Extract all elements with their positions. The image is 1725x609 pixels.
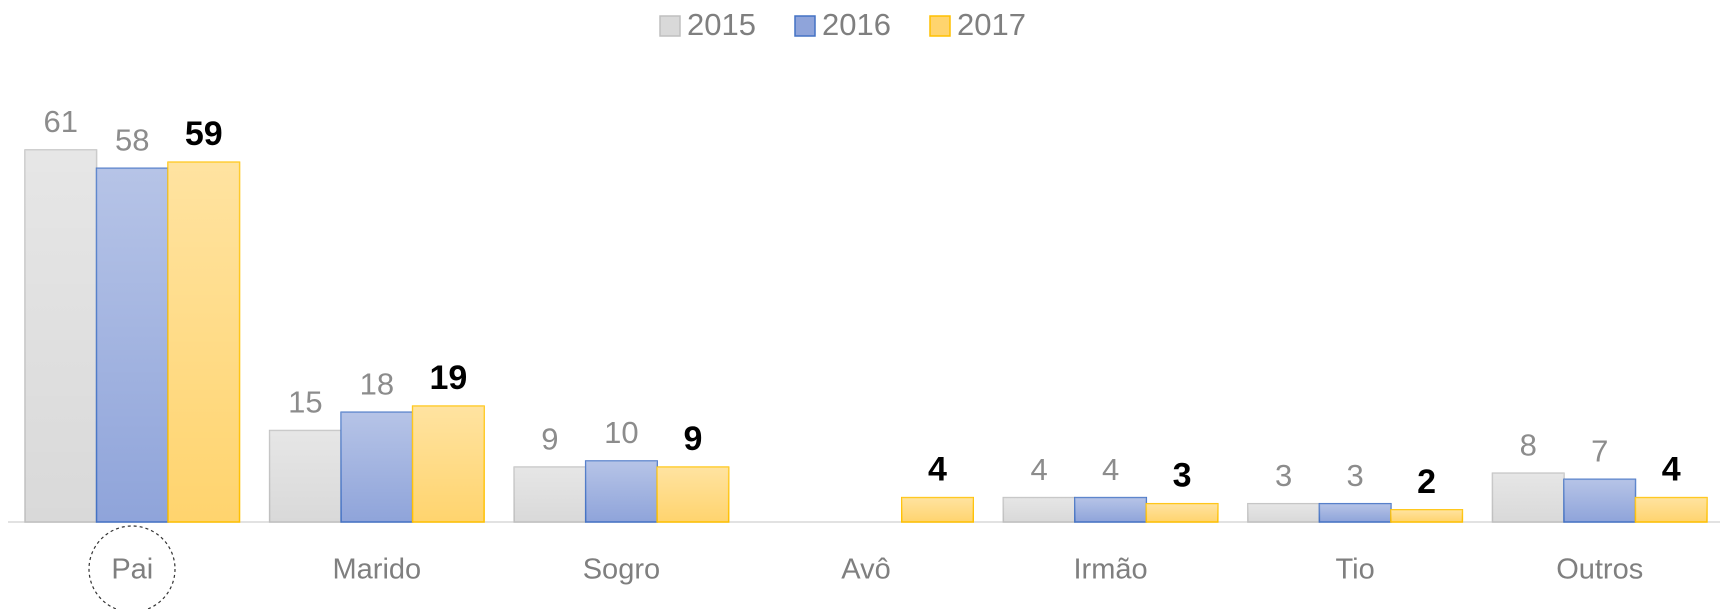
legend-swatch bbox=[659, 15, 681, 37]
bar-shine bbox=[1492, 473, 1564, 522]
bar-shine bbox=[901, 497, 974, 522]
data-label: 9 bbox=[683, 420, 702, 458]
legend-swatch bbox=[794, 15, 816, 37]
data-label: 4 bbox=[928, 451, 947, 489]
bar-shine bbox=[585, 461, 658, 522]
legend-label: 2016 bbox=[822, 7, 891, 42]
data-label: 10 bbox=[604, 415, 638, 450]
bar-shine bbox=[269, 430, 342, 522]
bar-shine bbox=[1635, 497, 1707, 522]
bar-shine bbox=[1563, 479, 1636, 522]
x-tick-label: Outros bbox=[1556, 554, 1643, 586]
bar-shine bbox=[96, 168, 169, 522]
legend-swatch bbox=[929, 15, 951, 37]
x-tick-label: Irmão bbox=[1074, 554, 1148, 586]
x-tick-label: Tio bbox=[1336, 554, 1375, 586]
bar-shine bbox=[1003, 497, 1075, 522]
data-label: 18 bbox=[360, 366, 394, 401]
data-label: 59 bbox=[185, 115, 223, 153]
bar-shine bbox=[514, 467, 586, 522]
bar-shine bbox=[1390, 509, 1463, 522]
bar-shine bbox=[341, 412, 413, 522]
data-label: 61 bbox=[44, 104, 78, 139]
data-label: 9 bbox=[541, 421, 558, 456]
data-label: 19 bbox=[429, 359, 467, 397]
legend-label: 2015 bbox=[687, 7, 756, 42]
data-label: 4 bbox=[1102, 452, 1119, 487]
data-label: 58 bbox=[115, 122, 149, 157]
data-label: 3 bbox=[1173, 457, 1192, 495]
x-tick-label: Sogro bbox=[583, 554, 660, 586]
x-tick-label: Avô bbox=[841, 554, 890, 586]
bar-shine bbox=[1247, 503, 1320, 522]
data-label: 8 bbox=[1520, 427, 1537, 462]
bar-shine bbox=[1319, 503, 1391, 522]
bar-shine bbox=[412, 406, 485, 522]
bar-shine bbox=[168, 162, 240, 522]
highlight-circle bbox=[88, 525, 176, 609]
x-tick-label: Pai bbox=[111, 554, 153, 586]
data-label: 3 bbox=[1347, 458, 1364, 493]
bar-shine bbox=[25, 150, 97, 522]
data-label: 4 bbox=[1662, 451, 1681, 489]
data-label: 7 bbox=[1591, 433, 1608, 468]
data-label: 2 bbox=[1417, 463, 1436, 501]
x-tick-label: Marido bbox=[333, 554, 422, 586]
data-label: 4 bbox=[1030, 452, 1047, 487]
bar-shine bbox=[1074, 497, 1147, 522]
data-label: 3 bbox=[1275, 458, 1292, 493]
bar-shine bbox=[657, 467, 729, 522]
data-label: 15 bbox=[288, 385, 322, 420]
legend-label: 2017 bbox=[957, 7, 1026, 42]
bar-shine bbox=[1146, 503, 1218, 522]
